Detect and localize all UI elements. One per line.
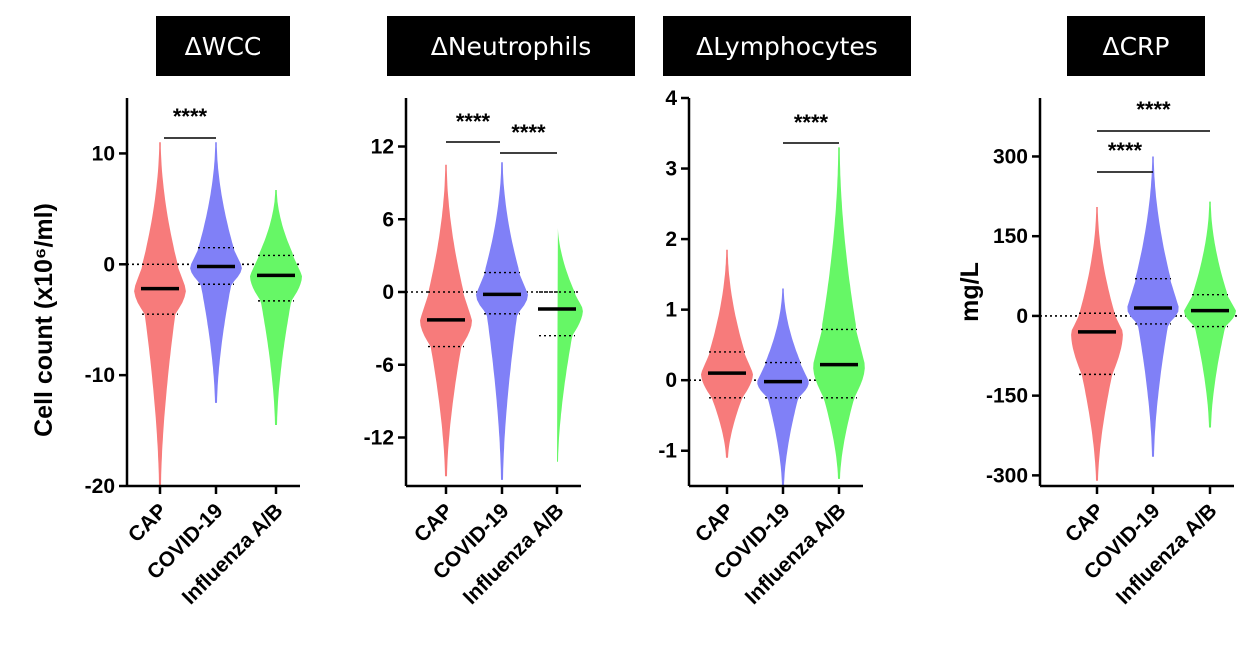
y-tick-label: 0 [103,253,115,276]
violin-2 [250,190,302,425]
significance-label: **** [1136,97,1171,122]
panel-title-box [156,16,290,76]
panel-title: ΔCRP [1102,32,1169,61]
violin-2 [1184,201,1236,428]
violin-0 [1071,207,1123,481]
violin-2 [557,228,583,462]
significance-label: **** [456,109,491,134]
y-tick-label: -12 [364,427,394,450]
y-tick-label: 2 [665,228,677,251]
significance-label: **** [173,104,208,129]
panel-title-box [1067,16,1205,76]
significance-label: **** [794,110,829,135]
y-tick-label: -6 [375,354,394,377]
category-label: CAP [1061,499,1109,547]
category-label: Influenza A/B [741,499,851,609]
y-tick-label: 10 [92,142,115,165]
category-label: CAP [691,499,739,547]
panel-title: ΔNeutrophils [431,32,592,61]
y-tick-label: -150 [986,385,1028,408]
panel-title: ΔWCC [185,32,262,61]
violin-1 [190,142,242,403]
panel-title-box [663,16,911,76]
violin-0 [134,142,186,487]
y-tick-label: 300 [993,145,1028,168]
y-tick-label: 3 [665,158,677,181]
category-label: Influenza A/B [459,499,569,609]
y-tick-label: -1 [658,440,677,463]
violin-1 [476,162,528,480]
y-tick-label: -20 [85,475,115,498]
y-tick-label: 150 [993,225,1028,248]
violin-0 [701,249,753,458]
y-tick-label: 12 [371,136,394,159]
y-tick-label: 0 [665,369,677,392]
y-tick-label: -10 [85,364,115,387]
y-axis-label: mg/L [956,262,984,322]
significance-label: **** [1108,138,1143,163]
y-tick-label: 0 [382,281,394,304]
y-axis-label: Cell count (x10⁶/ml) [30,203,58,437]
y-tick-label: -300 [986,464,1028,487]
y-tick-label: 6 [382,208,394,231]
significance-label: **** [511,120,546,145]
category-label: CAP [410,499,458,547]
category-label: Influenza A/B [1112,499,1222,609]
panel-title-box [387,16,635,76]
violin-2 [813,147,865,479]
y-tick-label: 1 [665,299,677,322]
y-tick-label: 0 [1016,305,1028,328]
violin-1 [757,288,809,486]
panel-title: ΔLymphocytes [696,32,878,61]
y-tick-label: 4 [665,87,677,110]
category-label: CAP [124,499,172,547]
